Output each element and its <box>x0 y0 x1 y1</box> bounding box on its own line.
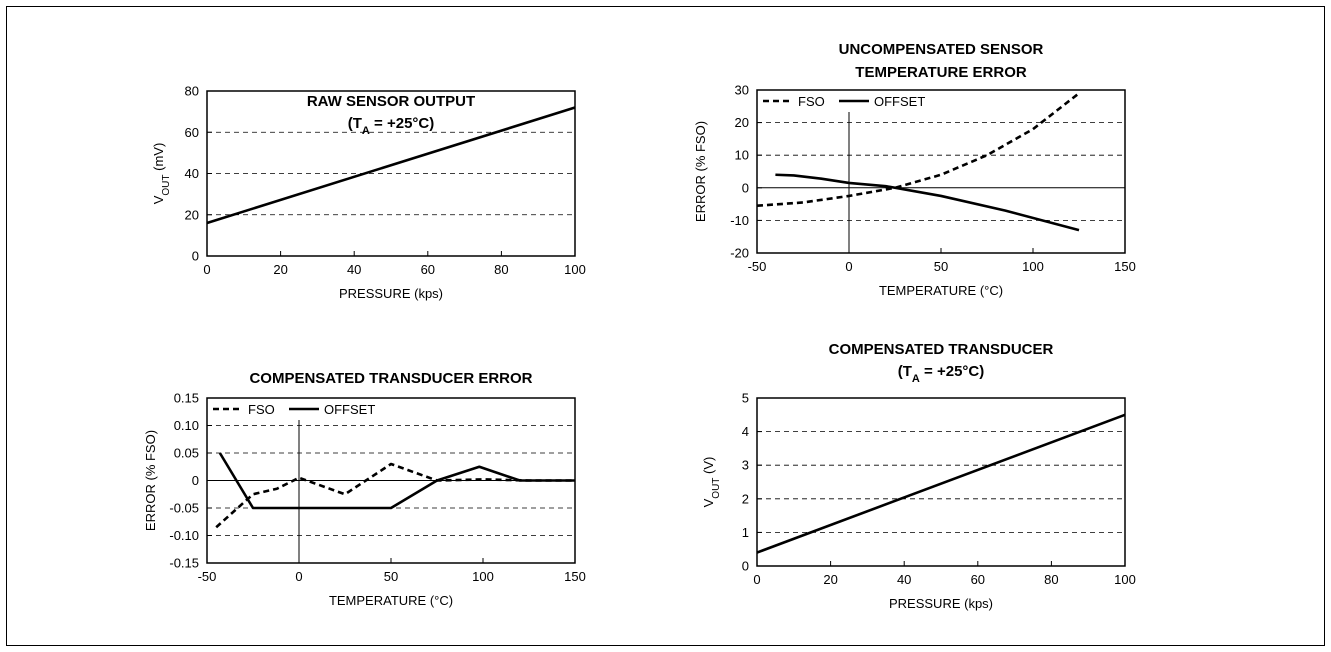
y-tick-label: 40 <box>185 166 199 181</box>
y-tick-label: -20 <box>730 246 749 261</box>
x-tick-label: 150 <box>564 569 586 584</box>
y-tick-label: 30 <box>735 83 749 98</box>
x-tick-label: 0 <box>295 569 302 584</box>
x-tick-label: 100 <box>1114 572 1136 587</box>
chart-title-line: TEMPERATURE ERROR <box>855 64 1027 81</box>
x-tick-label: 50 <box>384 569 398 584</box>
y-axis-label: VOUT (mV) <box>151 143 172 205</box>
y-tick-label: 4 <box>742 424 749 439</box>
x-tick-label: 60 <box>421 262 435 277</box>
y-tick-label: 3 <box>742 458 749 473</box>
y-tick-label: -0.05 <box>169 501 199 516</box>
y-tick-label: -10 <box>730 213 749 228</box>
y-tick-label: -0.10 <box>169 528 199 543</box>
series-line-offset <box>775 173 1080 232</box>
chart-title-line: (TA = +25°C) <box>898 363 985 385</box>
y-tick-label: 0.15 <box>174 391 199 406</box>
y-tick-label: 20 <box>185 207 199 222</box>
chart-3: COMPENSATED TRANSDUCER ERROR -50 0 50 100 150… <box>143 370 586 608</box>
y-axis-label: ERROR (% FSO) <box>143 430 158 531</box>
x-tick-label: 40 <box>897 572 911 587</box>
legend-label-offset: OFFSET <box>874 94 925 109</box>
x-tick-label: -50 <box>198 569 217 584</box>
y-tick-label: 5 <box>742 391 749 406</box>
x-tick-label: 80 <box>1044 572 1058 587</box>
x-tick-label: 0 <box>203 262 210 277</box>
chart-title-line: COMPENSATED TRANSDUCER ERROR <box>249 370 532 387</box>
x-tick-label: 0 <box>753 572 760 587</box>
x-axis-label: PRESSURE (kps) <box>339 286 443 301</box>
x-tick-label: 80 <box>494 262 508 277</box>
figure-border <box>6 6 1325 646</box>
y-tick-label: 0 <box>192 249 199 264</box>
chart-1: RAW SENSOR OUTPUT (TA = +25°C) 0 20 40 60 80 10… <box>151 84 586 302</box>
series-line-main <box>756 413 1126 554</box>
chart-title-line: (TA = +25°C) <box>348 115 435 137</box>
x-tick-label: 100 <box>1022 259 1044 274</box>
x-tick-label: -50 <box>748 259 767 274</box>
x-tick-label: 100 <box>564 262 586 277</box>
plot-frame <box>756 397 1126 567</box>
y-tick-label: 0 <box>742 180 749 195</box>
y-tick-label: 0.05 <box>174 446 199 461</box>
series-line-main <box>206 106 576 225</box>
y-tick-label: 60 <box>185 125 199 140</box>
chart-title-line: RAW SENSOR OUTPUT <box>307 93 475 110</box>
series-line-fso <box>756 92 1080 208</box>
plot-frame <box>756 89 1126 254</box>
x-tick-label: 0 <box>845 259 852 274</box>
series-line-offset <box>218 452 575 510</box>
series-line-fso <box>215 462 575 529</box>
y-tick-label: 80 <box>185 84 199 99</box>
x-tick-label: 150 <box>1114 259 1136 274</box>
x-tick-label: 60 <box>971 572 985 587</box>
y-axis-label: ERROR (% FSO) <box>693 121 708 222</box>
chart-4: COMPENSATED TRANSDUCER(TA = +25°C)0 20 40 6… <box>701 341 1136 611</box>
chart-title-line: UNCOMPENSATED SENSOR <box>839 41 1044 58</box>
x-tick-label: 100 <box>472 569 494 584</box>
y-tick-label: 0 <box>192 473 199 488</box>
y-axis-label: VOUT (V) <box>701 457 722 508</box>
y-tick-label: 10 <box>735 148 749 163</box>
chart-title-line: COMPENSATED TRANSDUCER <box>829 341 1054 358</box>
x-tick-label: 20 <box>273 262 287 277</box>
legend-label-fso: FSO <box>798 94 825 109</box>
y-tick-label: 20 <box>735 115 749 130</box>
chart-2: UNCOMPENSATED SENSOR TEMPERATURE ERROR -50… <box>693 41 1136 298</box>
plot-frame <box>206 90 576 257</box>
y-tick-label: -0.15 <box>169 556 199 571</box>
x-axis-label: PRESSURE (kps) <box>889 596 993 611</box>
x-tick-label: 50 <box>934 259 948 274</box>
legend-label-fso: FSO <box>248 402 275 417</box>
x-tick-label: 40 <box>347 262 361 277</box>
y-tick-label: 0.10 <box>174 418 199 433</box>
x-axis-label: TEMPERATURE (°C) <box>879 283 1003 298</box>
legend-label-offset: OFFSET <box>324 402 375 417</box>
x-tick-label: 20 <box>823 572 837 587</box>
y-tick-label: 0 <box>742 559 749 574</box>
x-axis-label: TEMPERATURE (°C) <box>329 593 453 608</box>
y-tick-label: 1 <box>742 525 749 540</box>
y-tick-label: 2 <box>742 491 749 506</box>
